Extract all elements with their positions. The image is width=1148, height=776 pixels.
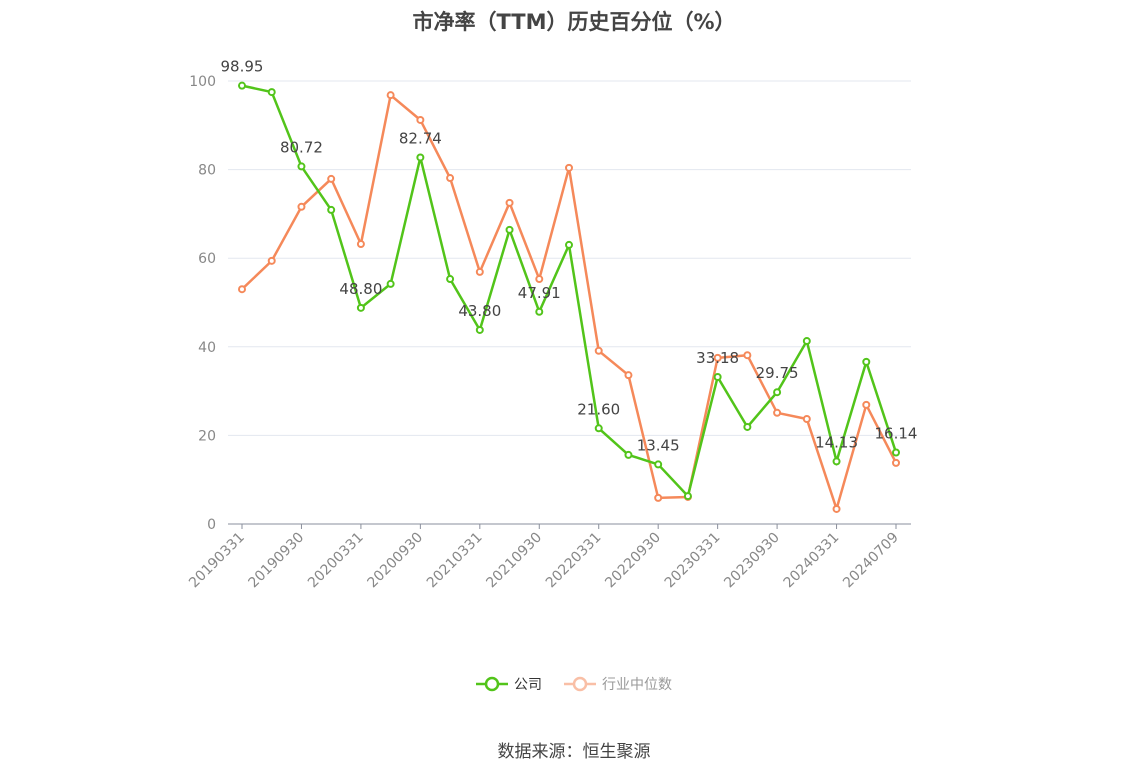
legend-company-icon (476, 676, 508, 692)
data-point (356, 303, 365, 312)
data-point (802, 415, 811, 424)
data-point (505, 198, 514, 207)
data-point (624, 450, 633, 459)
legend-item-industry-median[interactable]: 行业中位数 (564, 674, 672, 694)
data-point (862, 400, 871, 409)
chart-title: 市净率（TTM）历史百分位（%） (412, 10, 736, 34)
data-point (713, 353, 722, 362)
line-chart: 0 20 40 60 80 100 2019033120190930202003312020… (186, 58, 918, 592)
data-point (535, 307, 544, 316)
data-label: 47.91 (518, 284, 561, 302)
y-tick-label: 20 (198, 428, 216, 444)
data-label: 21.60 (577, 400, 620, 418)
data-label: 29.75 (756, 364, 799, 382)
data-label: 43.80 (458, 302, 501, 320)
x-tick-label: 20190930 (246, 530, 308, 592)
y-tick-label: 60 (198, 251, 216, 267)
data-source: 数据来源：恒生聚源 (497, 742, 651, 762)
data-point (416, 115, 425, 124)
data-point (654, 460, 663, 469)
x-tick-label: 20190331 (186, 530, 248, 592)
data-point (802, 337, 811, 346)
data-point (832, 504, 841, 513)
data-point (654, 493, 663, 502)
data-point (892, 458, 900, 467)
x-tick-label: 20220331 (543, 530, 605, 592)
data-label: 13.45 (637, 436, 680, 454)
data-point (535, 275, 544, 284)
data-point (446, 275, 455, 284)
y-tick-label: 0 (207, 517, 216, 533)
data-label: 80.72 (280, 138, 323, 156)
data-point (505, 225, 514, 234)
x-tick-label: 20230331 (662, 530, 724, 592)
data-point (267, 256, 276, 265)
data-point (743, 351, 752, 360)
data-point (386, 91, 395, 100)
y-tick-label: 80 (198, 163, 216, 179)
data-point (297, 162, 306, 171)
x-tick-label: 20220930 (602, 530, 664, 592)
data-point (475, 325, 484, 334)
legend-label: 公司 (514, 677, 542, 693)
data-point (832, 457, 841, 466)
x-tick-label: 20200930 (364, 530, 426, 592)
data-point (238, 81, 246, 90)
x-tick-label: 20210331 (424, 530, 486, 592)
data-point (713, 373, 722, 382)
x-tick-label: 20240331 (781, 530, 843, 592)
legend-industry-icon (564, 676, 596, 692)
legend: 公司 行业中位数 (0, 674, 1148, 694)
data-point (773, 408, 782, 417)
x-tick-label: 20240709 (840, 530, 902, 592)
x-tick-label: 20230930 (721, 530, 783, 592)
data-label: 98.95 (221, 58, 264, 76)
data-point (327, 174, 336, 183)
data-point (594, 424, 603, 433)
y-tick-label: 40 (198, 340, 216, 356)
data-point (238, 285, 246, 294)
data-label: 82.74 (399, 129, 442, 147)
data-point (743, 422, 752, 431)
data-point (267, 88, 276, 97)
data-label: 48.80 (339, 280, 382, 298)
data-point (386, 279, 395, 288)
data-point (683, 492, 692, 501)
x-tick-label: 20200331 (305, 530, 367, 592)
data-point (594, 346, 603, 355)
data-point (565, 240, 573, 249)
x-tick-label: 20210930 (483, 530, 545, 592)
legend-item-company[interactable]: 公司 (476, 674, 542, 694)
data-point (624, 371, 633, 380)
data-point (356, 240, 365, 249)
data-point (327, 205, 336, 214)
series-line-1 (241, 92, 898, 514)
data-point (446, 174, 455, 183)
data-point (862, 357, 871, 366)
data-label: 33.18 (696, 349, 739, 367)
data-point (773, 388, 782, 397)
data-label: 14.13 (815, 433, 858, 451)
y-tick-label: 100 (189, 74, 216, 90)
data-point (565, 163, 573, 172)
data-point (416, 153, 425, 162)
data-point (892, 448, 900, 457)
legend-label: 行业中位数 (602, 677, 672, 693)
data-point (297, 202, 306, 211)
data-label: 16.14 (875, 424, 918, 442)
data-point (475, 267, 484, 276)
